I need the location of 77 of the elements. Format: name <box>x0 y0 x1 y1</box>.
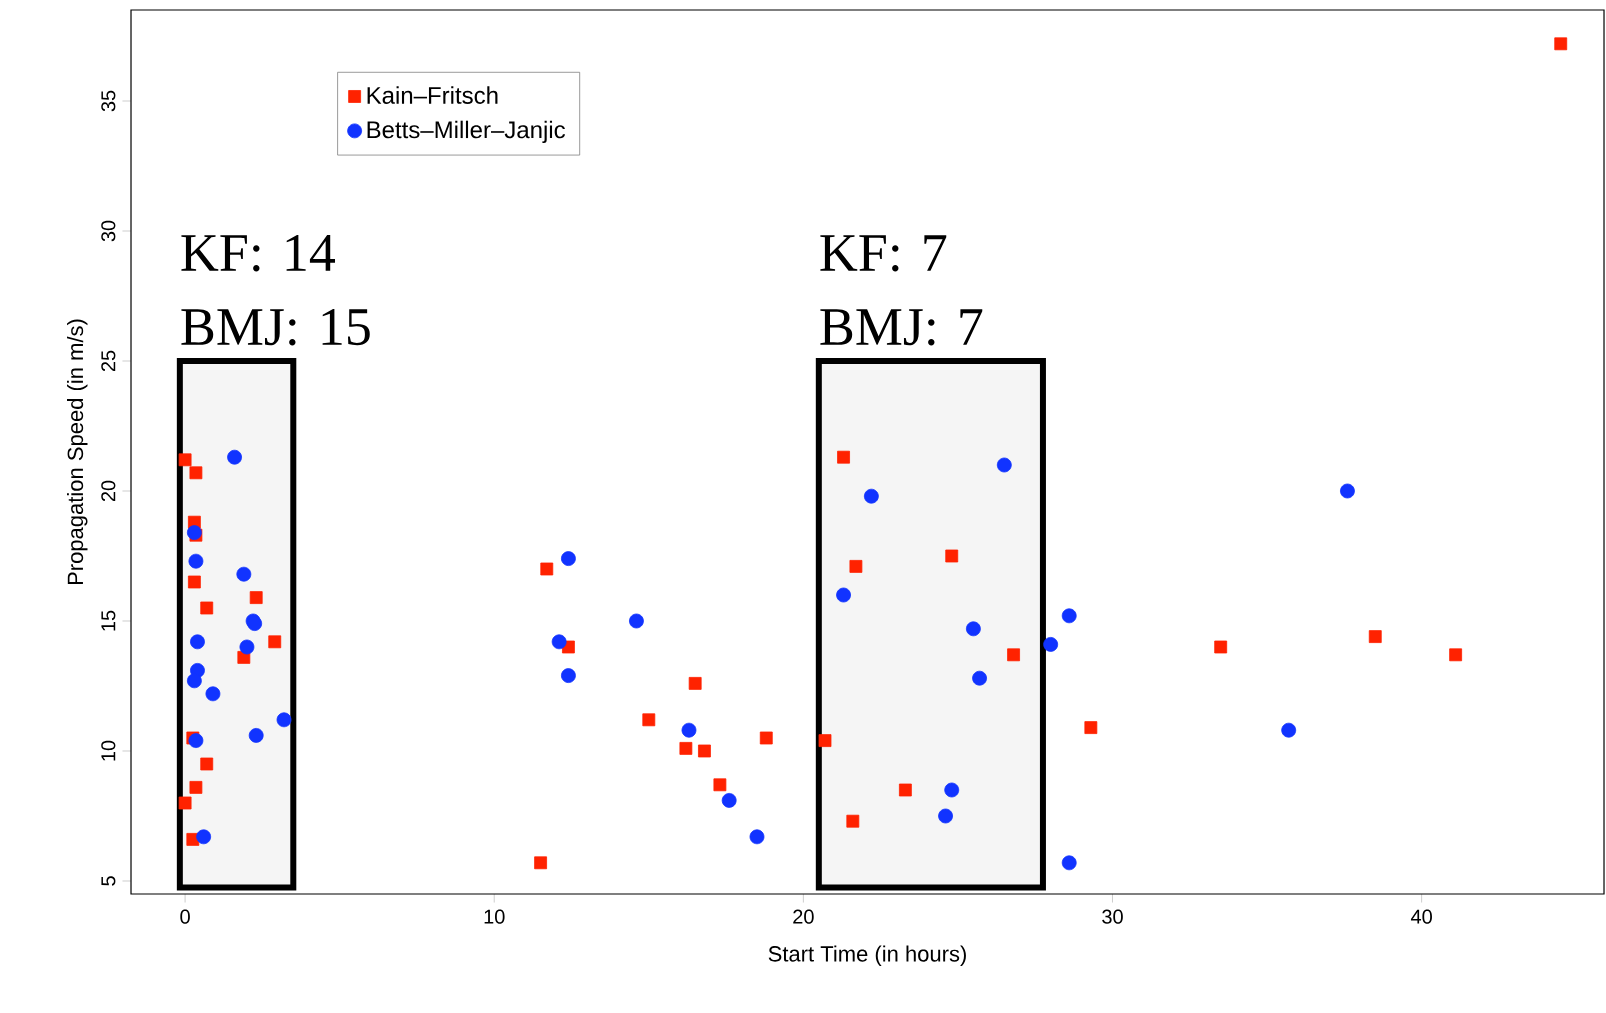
point <box>837 450 850 464</box>
x-axis-title: Start Time (in hours) <box>768 945 966 966</box>
point <box>227 449 242 465</box>
point <box>561 551 576 566</box>
point <box>1281 722 1297 738</box>
point <box>642 713 656 727</box>
point <box>248 728 264 743</box>
band-label: KF: 7 BMJ: 7 <box>820 235 983 346</box>
point <box>561 668 576 683</box>
point <box>239 639 255 655</box>
y-tick-label: 15 <box>101 610 116 631</box>
point <box>849 560 863 573</box>
point <box>688 677 702 690</box>
point <box>187 575 201 589</box>
y-tick-label: 10 <box>101 740 116 761</box>
point <box>1084 721 1098 734</box>
y-tick-label: 35 <box>101 90 116 112</box>
point <box>681 722 697 738</box>
point <box>1007 648 1020 662</box>
x-tick-label: 30 <box>1102 909 1123 924</box>
y-tick-label: 25 <box>101 350 116 372</box>
point <box>749 829 765 845</box>
y-tick-label: 30 <box>101 220 116 242</box>
point <box>189 781 203 794</box>
point <box>205 686 221 702</box>
point <box>1340 483 1355 499</box>
point <box>629 613 644 629</box>
point <box>898 783 912 797</box>
point <box>200 757 214 771</box>
point <box>178 453 192 467</box>
x-tick-label: 40 <box>1410 909 1432 924</box>
y-tick-label: 5 <box>101 876 116 886</box>
point <box>965 621 981 637</box>
point <box>759 731 773 745</box>
point <box>863 488 879 504</box>
point <box>268 635 282 649</box>
y-axis-title: Propagation Speed (in m/s) <box>67 319 88 585</box>
point <box>276 712 292 728</box>
point <box>846 814 860 828</box>
x-tick-label: 20 <box>793 909 814 924</box>
point <box>836 587 851 603</box>
legend-label: Betts–Miller–Janjic <box>367 120 566 144</box>
point <box>721 793 737 808</box>
point <box>249 591 263 604</box>
point <box>1043 637 1059 652</box>
point <box>196 829 212 845</box>
point <box>996 457 1012 473</box>
point <box>1214 640 1228 654</box>
point <box>534 856 548 870</box>
point <box>972 670 987 686</box>
band-label: KF: 14 BMJ: 15 <box>181 234 370 346</box>
point <box>200 601 214 615</box>
legend-label: Kain–Fritsch <box>367 86 498 104</box>
point <box>540 562 554 576</box>
point <box>818 734 832 747</box>
point <box>1449 648 1463 662</box>
x-tick-label: 0 <box>180 909 190 924</box>
x-tick-label: 10 <box>484 909 505 924</box>
point <box>188 733 204 748</box>
point <box>1554 37 1568 51</box>
point <box>236 566 252 582</box>
point <box>186 673 202 689</box>
point <box>551 634 567 650</box>
point <box>945 549 959 563</box>
point <box>178 796 192 810</box>
point <box>1061 855 1077 871</box>
point <box>190 634 205 650</box>
point <box>1368 630 1382 643</box>
point <box>698 744 711 758</box>
y-tick-label: 20 <box>101 480 116 502</box>
point <box>1061 608 1077 624</box>
point <box>188 553 204 569</box>
point <box>938 808 953 824</box>
point <box>189 466 203 480</box>
point <box>679 742 693 755</box>
point <box>944 782 960 798</box>
point <box>713 778 727 792</box>
